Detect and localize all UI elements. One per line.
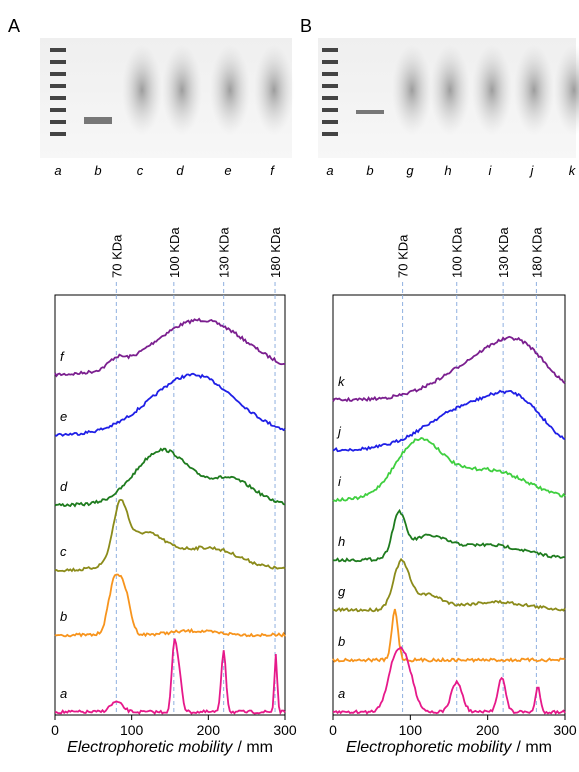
marker-label: 130 KDa <box>496 227 511 278</box>
ladder-band <box>322 72 338 76</box>
ladder-band <box>322 96 338 100</box>
trace <box>55 374 285 436</box>
trace <box>333 337 565 402</box>
x-tick-label: 300 <box>553 722 577 738</box>
ladder-band <box>322 84 338 88</box>
trace-label: g <box>338 584 346 599</box>
lane-label: k <box>569 163 577 178</box>
trace-label: d <box>60 479 68 494</box>
lane-label: g <box>406 163 414 178</box>
x-tick-label: 200 <box>197 722 221 738</box>
gel-smear <box>162 45 202 135</box>
panel-letter: B <box>300 16 312 36</box>
trace <box>333 647 565 713</box>
ladder-band <box>50 96 66 100</box>
ladder-band <box>322 48 338 52</box>
gel-smear <box>514 45 554 135</box>
ladder-band <box>50 108 66 112</box>
trace-label: b <box>60 609 67 624</box>
trace <box>55 500 285 572</box>
lane-label: b <box>366 163 373 178</box>
trace-label: j <box>336 424 342 439</box>
trace-label: a <box>338 686 345 701</box>
trace-label: i <box>338 474 342 489</box>
plot-frame <box>333 295 565 715</box>
gel-smear <box>254 45 294 135</box>
lane-label: i <box>489 163 493 178</box>
ladder-band <box>50 48 66 52</box>
trace <box>55 449 285 506</box>
x-tick-label: 0 <box>329 722 337 738</box>
trace-label: h <box>338 534 345 549</box>
trace <box>333 559 565 611</box>
marker-label: 70 KDa <box>109 234 124 278</box>
x-axis-unit: / mm <box>237 739 273 756</box>
trace-label: k <box>338 374 346 389</box>
marker-label: 180 KDa <box>268 227 283 278</box>
x-axis-label-text: Electrophoretic mobility <box>67 739 233 756</box>
x-axis-unit: / mm <box>516 739 552 756</box>
lane-label: a <box>326 163 333 178</box>
gel-band <box>84 117 112 124</box>
ladder-band <box>50 132 66 136</box>
trace <box>55 575 285 637</box>
trace-label: a <box>60 686 67 701</box>
ladder-band <box>322 108 338 112</box>
x-axis-label: Electrophoretic mobility/ mm <box>346 739 552 756</box>
lane-label: b <box>94 163 101 178</box>
ladder-band <box>322 60 338 64</box>
ladder-band <box>322 120 338 124</box>
marker-label: 70 KDa <box>396 234 411 278</box>
marker-label: 100 KDa <box>167 227 182 278</box>
figure: Aa b c d e f 70 KDa 100 KDa 130 KDa 180 KDa f e d c b a… <box>0 0 579 767</box>
trace <box>55 319 285 376</box>
ladder-band <box>50 84 66 88</box>
x-tick-label: 100 <box>120 722 144 738</box>
gel-smear <box>122 45 162 135</box>
panel-letter: A <box>8 16 20 36</box>
trace-label: f <box>60 349 65 364</box>
lane-label: d <box>176 163 184 178</box>
x-axis-label-text: Electrophoretic mobility <box>346 739 512 756</box>
lane-label: a <box>54 163 61 178</box>
gel-smear <box>210 45 250 135</box>
lane-label: h <box>444 163 451 178</box>
trace-label: b <box>338 634 345 649</box>
x-tick-label: 0 <box>51 722 59 738</box>
ladder-band <box>50 60 66 64</box>
lane-label: c <box>137 163 144 178</box>
ladder-band <box>322 132 338 136</box>
ladder-band <box>50 120 66 124</box>
trace <box>55 639 285 714</box>
marker-label: 100 KDa <box>450 227 465 278</box>
x-tick-label: 100 <box>399 722 423 738</box>
gel-band <box>356 110 384 114</box>
lane-label: e <box>224 163 231 178</box>
marker-label: 180 KDa <box>529 227 544 278</box>
marker-label: 130 KDa <box>217 227 232 278</box>
lane-label: f <box>270 163 275 178</box>
x-tick-label: 200 <box>476 722 500 738</box>
x-axis-label: Electrophoretic mobility/ mm <box>67 739 273 756</box>
trace <box>333 511 565 562</box>
trace <box>333 609 565 661</box>
x-tick-label: 300 <box>273 722 297 738</box>
ladder-band <box>50 72 66 76</box>
trace-label: e <box>60 409 67 424</box>
gel-smear <box>472 45 512 135</box>
gel-smear <box>392 45 432 135</box>
trace-label: c <box>60 544 67 559</box>
lane-label: j <box>529 163 535 178</box>
gel-smear <box>430 45 470 135</box>
